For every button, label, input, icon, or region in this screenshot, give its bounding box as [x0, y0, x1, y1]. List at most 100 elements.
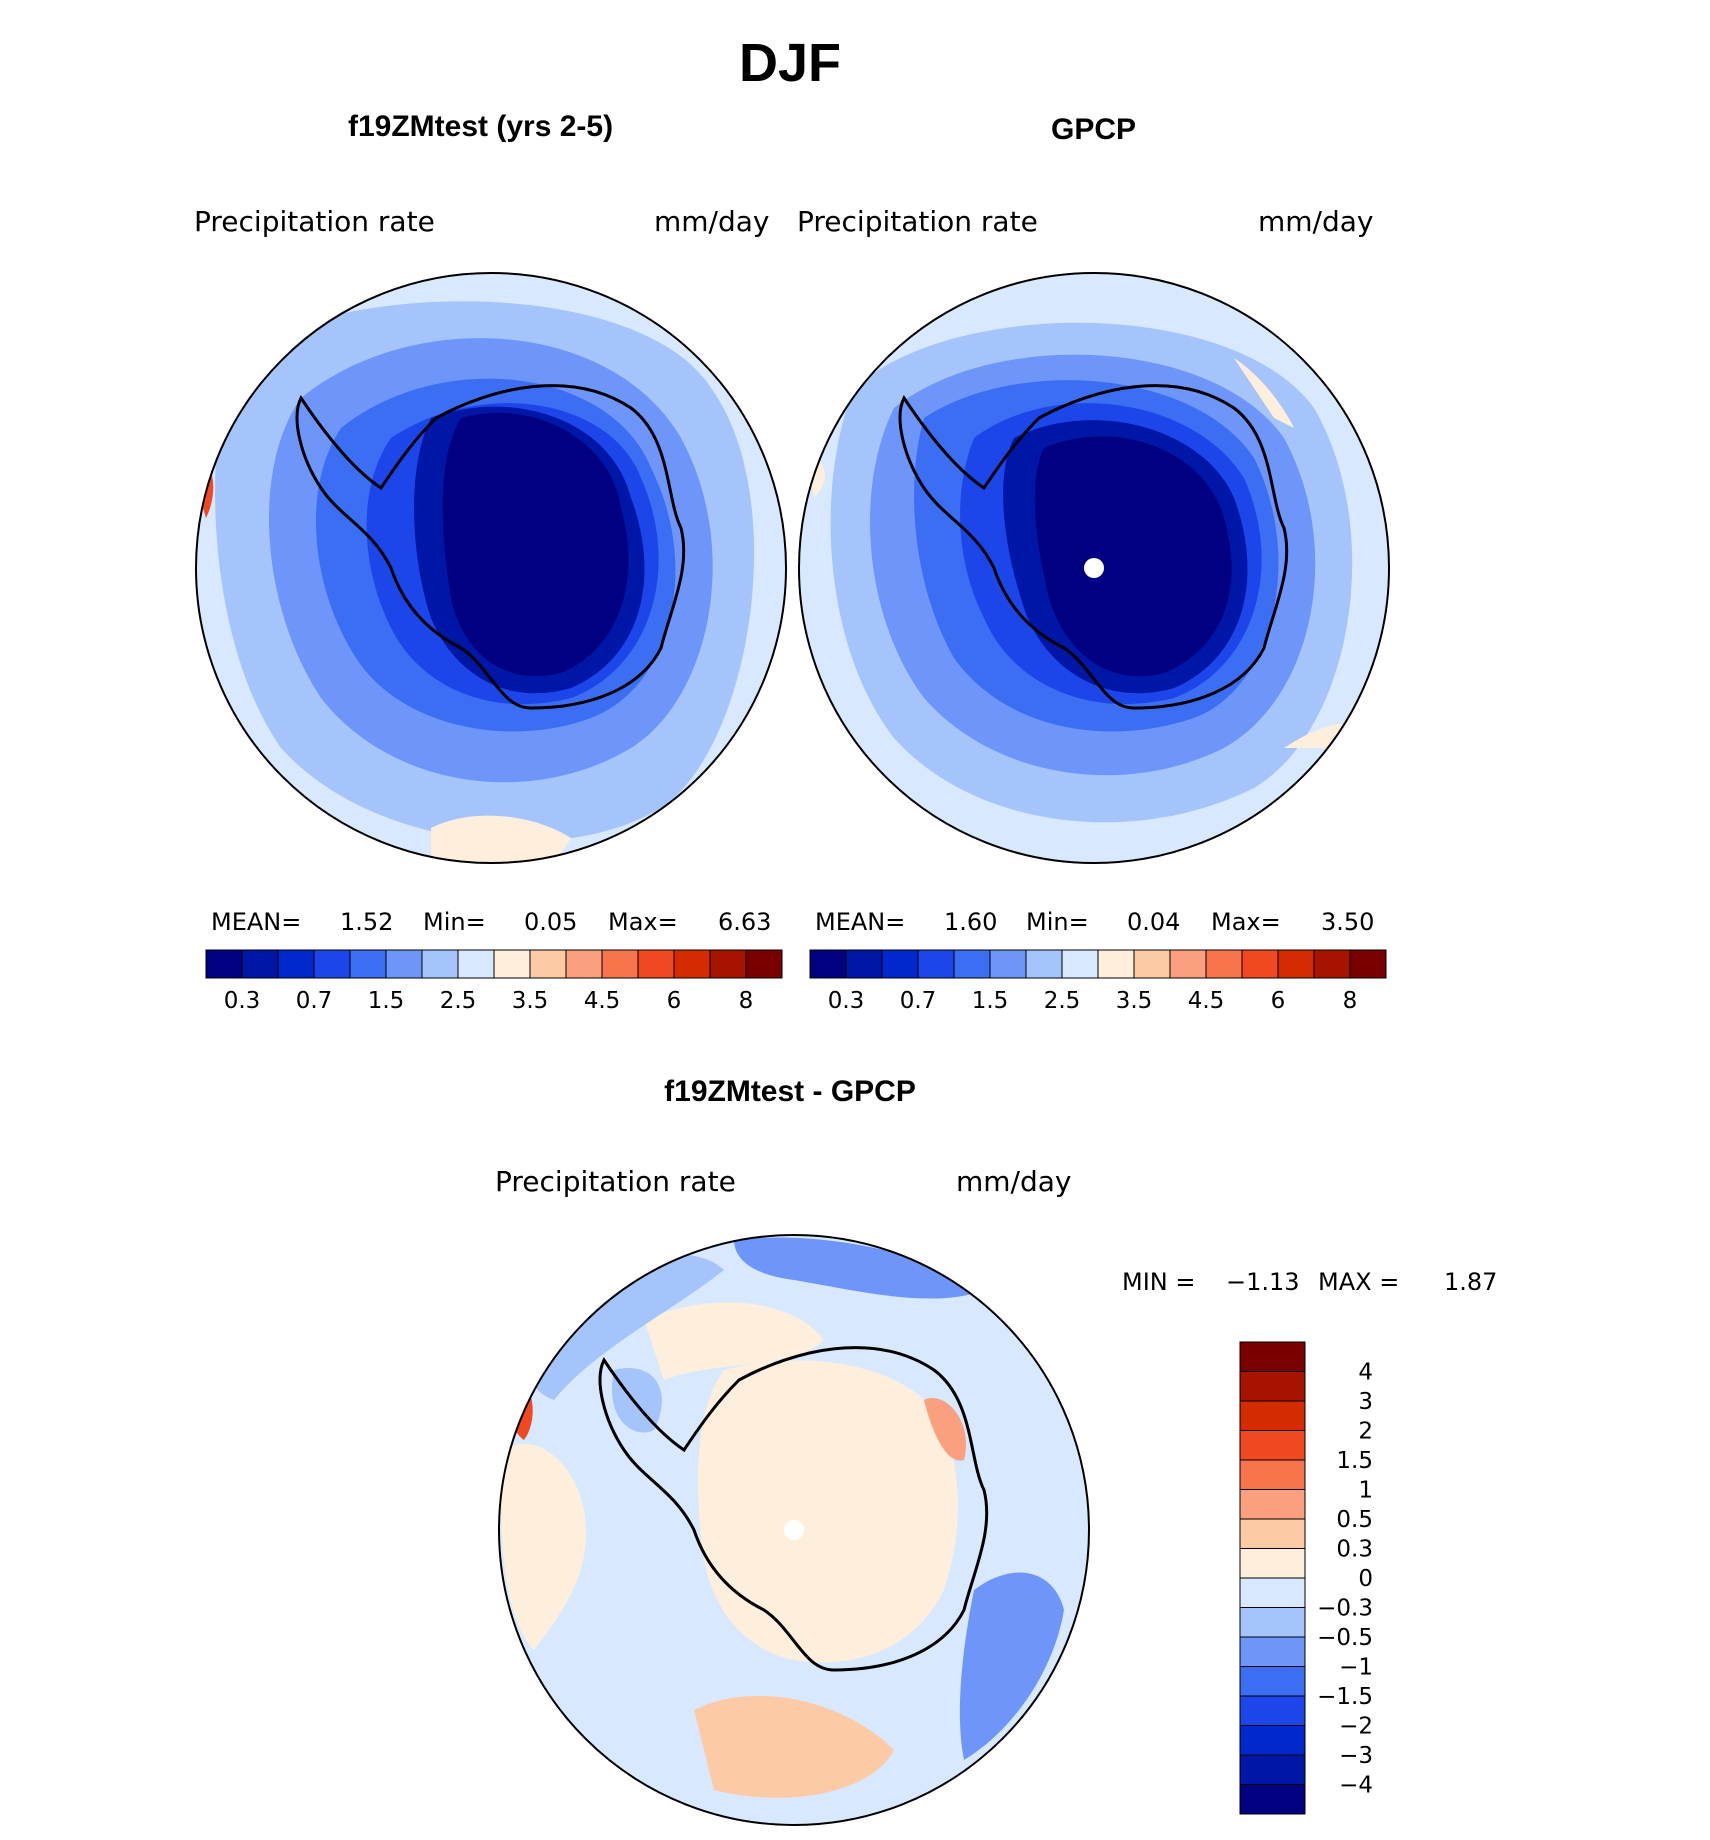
obs-colorbar-swatch: [1169, 949, 1207, 979]
obs-colorbar-swatch: [1025, 949, 1063, 979]
model-colorbar-tick-label: 2.5: [440, 988, 477, 1014]
obs-polar-map: [798, 272, 1390, 864]
obs-colorbar-tick-label: 2.5: [1044, 988, 1081, 1014]
model-variable-label: Precipitation rate: [194, 205, 435, 238]
diff-colorbar-swatch: [1239, 1636, 1306, 1667]
diff-colorbar-tick-label: 3: [1358, 1389, 1373, 1415]
diff-colorbar-swatch: [1239, 1784, 1306, 1815]
diff-polar-map: [498, 1234, 1090, 1826]
obs-colorbar-swatch: [1241, 949, 1279, 979]
obs-colorbar-tick-label: 8: [1343, 988, 1358, 1014]
model-mean-label: MEAN=: [211, 908, 302, 936]
diff-units-label: mm/day: [956, 1165, 1072, 1198]
obs-panel-title: GPCP: [1051, 113, 1137, 146]
diff-colorbar-tick-label: −2: [1339, 1714, 1373, 1740]
obs-colorbar-tick-label: 0.7: [900, 988, 937, 1014]
diff-colorbar-swatch: [1239, 1725, 1306, 1756]
diff-colorbar-tick-label: −0.5: [1317, 1625, 1373, 1651]
model-colorbar-swatch: [241, 949, 279, 979]
obs-colorbar-swatch: [953, 949, 991, 979]
model-colorbar-swatch: [673, 949, 711, 979]
model-colorbar-swatch: [205, 949, 243, 979]
obs-colorbar-swatch: [1097, 949, 1135, 979]
obs-colorbar-swatch: [1133, 949, 1171, 979]
diff-colorbar-swatch: [1239, 1666, 1306, 1697]
model-colorbar-tick-label: 1.5: [368, 988, 405, 1014]
diff-colorbar: 4 3 2 1.5 1 0.5 0.3 0 −0.3 −0.5 −1 −1.5 −2 −3 −4: [1239, 1341, 1373, 1815]
obs-colorbar-swatch: [1061, 949, 1099, 979]
diff-colorbar-swatch: [1239, 1695, 1306, 1726]
obs-colorbar-swatch: [845, 949, 883, 979]
diff-panel-title: f19ZMtest - GPCP: [664, 1075, 916, 1108]
model-colorbar-swatch: [349, 949, 387, 979]
model-units-label: mm/day: [654, 205, 770, 238]
diff-variable-label: Precipitation rate: [495, 1165, 736, 1198]
model-panel-title: f19ZMtest (yrs 2-5): [348, 110, 614, 143]
model-max-label: Max=: [608, 908, 678, 936]
diff-colorbar-tick-label: −0.3: [1317, 1596, 1373, 1622]
diff-colorbar-tick-label: 1.5: [1336, 1448, 1373, 1474]
diff-colorbar-tick-label: 0.5: [1336, 1507, 1373, 1533]
model-colorbar-tick-label: 4.5: [584, 988, 621, 1014]
obs-colorbar-tick-label: 6: [1271, 988, 1286, 1014]
obs-colorbar-swatch: [809, 949, 847, 979]
model-min-value: 0.05: [524, 908, 578, 936]
diff-colorbar-swatch: [1239, 1430, 1306, 1461]
diff-colorbar-tick-label: 1: [1358, 1478, 1373, 1504]
obs-colorbar-tick-label: 4.5: [1188, 988, 1225, 1014]
model-colorbar-swatch: [565, 949, 603, 979]
diff-colorbar-swatch: [1239, 1459, 1306, 1490]
diff-colorbar-swatch: [1239, 1548, 1306, 1579]
diff-colorbar-swatch: [1239, 1518, 1306, 1549]
model-colorbar-swatch: [601, 949, 639, 979]
diff-min-label: MIN =: [1122, 1268, 1196, 1296]
season-title: DJF: [738, 33, 841, 93]
obs-colorbar-tick-label: 0.3: [828, 988, 865, 1014]
diff-colorbar-swatch: [1239, 1607, 1306, 1638]
model-min-label: Min=: [423, 908, 486, 936]
obs-colorbar-swatch: [989, 949, 1027, 979]
model-colorbar-swatch: [457, 949, 495, 979]
model-colorbar-swatch: [277, 949, 315, 979]
model-colorbar: 0.3 0.7 1.5 2.5 3.5 4.5 6 8: [205, 949, 783, 1014]
obs-colorbar-swatch: [1349, 949, 1387, 979]
obs-units-label: mm/day: [1258, 205, 1374, 238]
obs-max-label: Max=: [1211, 908, 1281, 936]
model-colorbar-swatch: [637, 949, 675, 979]
model-colorbar-swatch: [313, 949, 351, 979]
obs-colorbar-swatch: [1205, 949, 1243, 979]
obs-mean-value: 1.60: [944, 908, 998, 936]
obs-colorbar-swatch: [917, 949, 955, 979]
obs-min-label: Min=: [1026, 908, 1089, 936]
model-colorbar-swatch: [385, 949, 423, 979]
model-colorbar-swatch: [493, 949, 531, 979]
diff-colorbar-tick-label: 0.3: [1336, 1537, 1373, 1563]
model-colorbar-swatch: [709, 949, 747, 979]
diff-colorbar-swatch: [1239, 1341, 1306, 1372]
diff-max-label: MAX =: [1318, 1268, 1400, 1296]
diff-min-value: −1.13: [1226, 1268, 1300, 1296]
diff-colorbar-swatch: [1239, 1754, 1306, 1785]
diff-colorbar-tick-label: −1.5: [1317, 1684, 1373, 1710]
model-polar-map: [195, 272, 787, 864]
diff-colorbar-tick-label: 0: [1358, 1566, 1373, 1592]
obs-colorbar-tick-label: 3.5: [1116, 988, 1153, 1014]
obs-variable-label: Precipitation rate: [797, 205, 1038, 238]
obs-max-value: 3.50: [1321, 908, 1375, 936]
model-colorbar-swatch: [421, 949, 459, 979]
model-colorbar-tick-label: 0.3: [224, 988, 261, 1014]
obs-mean-label: MEAN=: [815, 908, 906, 936]
diff-colorbar-swatch: [1239, 1489, 1306, 1520]
model-max-value: 6.63: [718, 908, 772, 936]
model-colorbar-swatch: [529, 949, 567, 979]
obs-colorbar-swatch: [881, 949, 919, 979]
diff-colorbar-tick-label: 4: [1358, 1360, 1373, 1386]
diff-colorbar-tick-label: −4: [1339, 1773, 1373, 1799]
model-colorbar-tick-label: 6: [667, 988, 682, 1014]
diff-colorbar-tick-label: 2: [1358, 1419, 1373, 1445]
diff-colorbar-swatch: [1239, 1371, 1306, 1402]
diff-colorbar-swatch: [1239, 1400, 1306, 1431]
diff-max-value: 1.87: [1444, 1268, 1498, 1296]
obs-colorbar-tick-label: 1.5: [972, 988, 1009, 1014]
diff-colorbar-tick-label: −3: [1339, 1743, 1373, 1769]
